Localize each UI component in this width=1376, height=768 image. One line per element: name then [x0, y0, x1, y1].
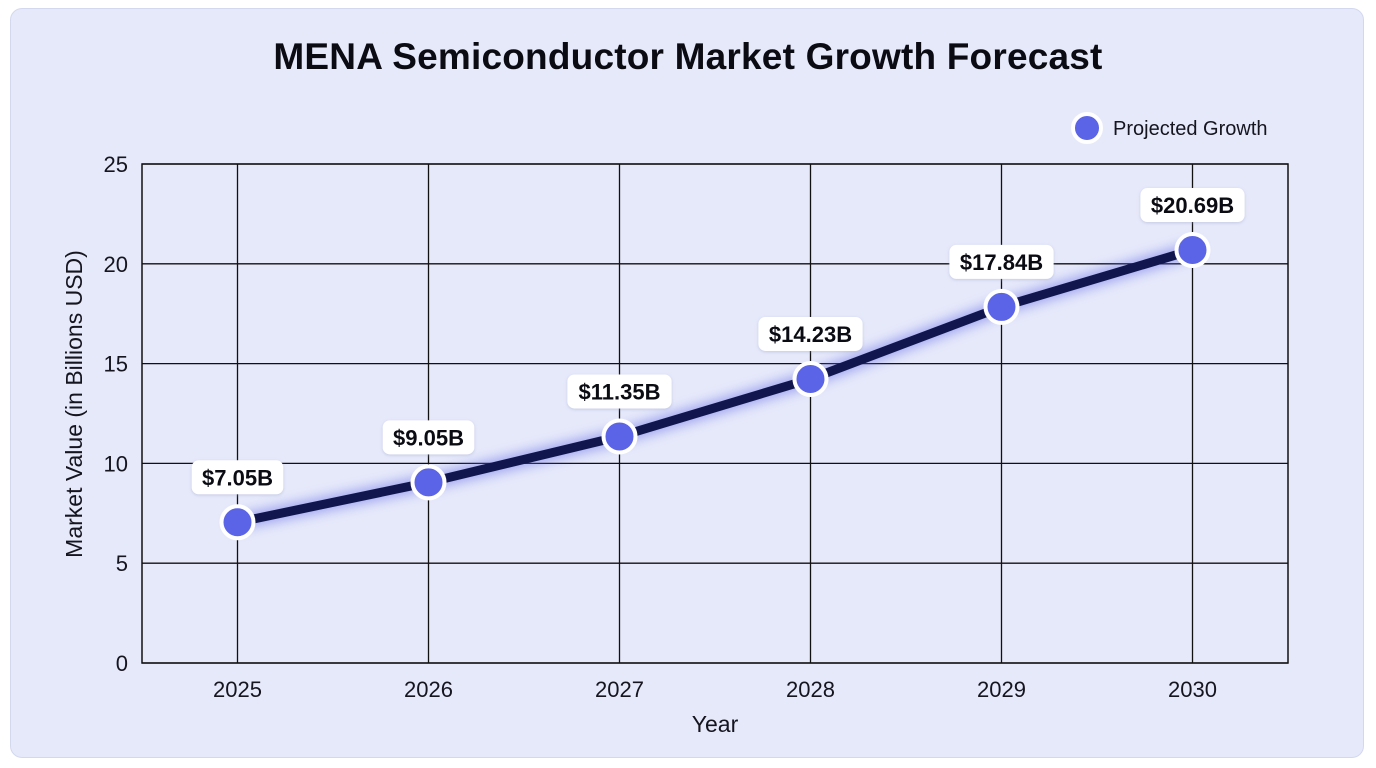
x-tick-label: 2026 — [404, 677, 453, 702]
x-tick-label: 2029 — [977, 677, 1026, 702]
y-axis-title: Market Value (in Billions USD) — [61, 250, 87, 558]
series-line — [233, 245, 1197, 527]
data-point — [601, 418, 638, 455]
data-label-box — [949, 244, 1054, 279]
y-tick-label: 25 — [104, 152, 128, 177]
data-point — [410, 464, 447, 501]
x-tick-label: 2027 — [595, 677, 644, 702]
chart-title: MENA Semiconductor Market Growth Forecas… — [273, 36, 1103, 77]
legend-label: Projected Growth — [1113, 118, 1268, 140]
x-tick-label: 2028 — [786, 677, 835, 702]
data-point — [219, 504, 256, 541]
y-tick-label: 0 — [116, 651, 128, 676]
data-label-box — [382, 420, 475, 455]
data-label-box — [758, 316, 863, 351]
legend-marker — [1071, 112, 1103, 144]
y-tick-label: 5 — [116, 551, 128, 576]
data-label-box — [1140, 188, 1245, 223]
data-label-box — [567, 374, 672, 409]
data-label: $7.05B — [202, 465, 273, 490]
legend: Projected Growth — [1071, 112, 1268, 144]
data-label: $14.23B — [769, 322, 852, 347]
x-tick-label: 2030 — [1168, 677, 1217, 702]
chart-card — [10, 8, 1364, 758]
y-tick-label: 10 — [104, 451, 128, 476]
x-tick-label: 2025 — [213, 677, 262, 702]
data-point — [983, 288, 1020, 325]
y-tick-label: 20 — [104, 252, 128, 277]
data-label: $20.69B — [1151, 193, 1234, 218]
data-label: $17.84B — [960, 250, 1043, 275]
x-axis-title: Year — [692, 711, 739, 737]
data-point — [1174, 232, 1211, 269]
y-tick-label: 15 — [104, 352, 128, 377]
data-label-box — [191, 460, 284, 495]
data-label: $9.05B — [393, 425, 464, 450]
data-label: $11.35B — [579, 379, 661, 404]
data-point — [792, 360, 829, 397]
